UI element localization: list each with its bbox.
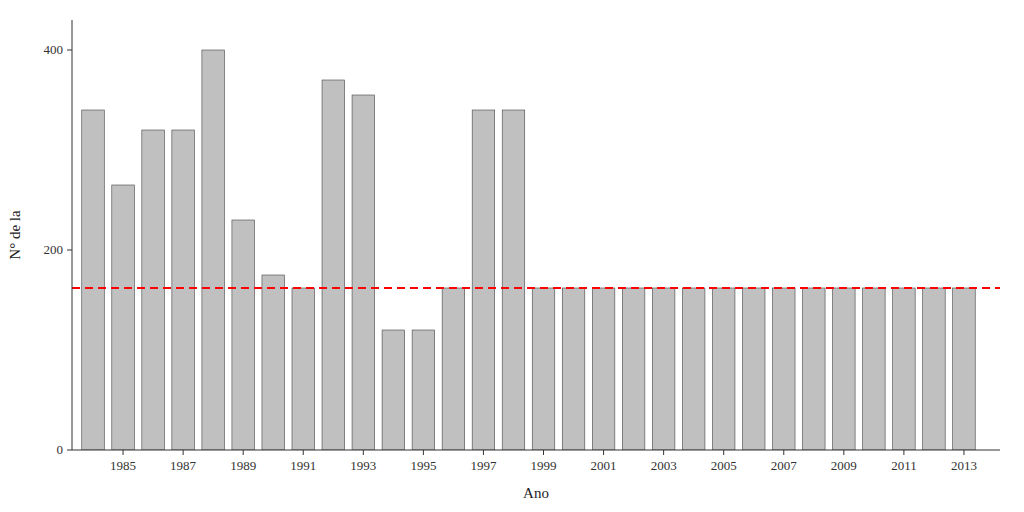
x-tick xyxy=(783,450,784,455)
bar xyxy=(592,288,615,450)
bars xyxy=(82,50,975,450)
y-tick-label: 400 xyxy=(44,42,64,57)
reference-line xyxy=(72,287,1000,289)
chart-container: 1985 1987 1989 1991 1993 1995 1997 1999 2001 2003… xyxy=(0,0,1024,512)
x-tick xyxy=(363,450,364,455)
x-tick xyxy=(483,450,484,455)
bar xyxy=(292,288,315,450)
bar xyxy=(112,185,135,450)
y-tick xyxy=(67,250,72,251)
x-tick-label: 2009 xyxy=(831,458,857,473)
x-tick-label: 2007 xyxy=(771,458,798,473)
y-axis-line xyxy=(72,20,73,450)
x-tick-label: 1995 xyxy=(410,458,436,473)
x-tick xyxy=(543,450,544,455)
x-tick xyxy=(303,450,304,455)
x-tick xyxy=(183,450,184,455)
bar xyxy=(652,288,675,450)
bar xyxy=(803,288,826,450)
x-axis-label: Ano xyxy=(523,485,549,501)
y-tick-label: 0 xyxy=(57,442,64,457)
bar xyxy=(262,275,285,450)
x-tick-label: 1997 xyxy=(470,458,497,473)
bar xyxy=(742,288,765,450)
y-tick xyxy=(67,450,72,451)
bar xyxy=(322,80,345,450)
y-axis-label: N° de la xyxy=(7,210,23,260)
x-tick-label: 2005 xyxy=(711,458,737,473)
x-tick xyxy=(423,450,424,455)
x-tick xyxy=(843,450,844,455)
x-tick-label: 1985 xyxy=(110,458,136,473)
x-tick xyxy=(963,450,964,455)
bar xyxy=(472,110,495,450)
bar xyxy=(172,130,195,450)
bar xyxy=(532,288,555,450)
x-tick-label: 2003 xyxy=(651,458,677,473)
bar xyxy=(352,95,375,450)
bar xyxy=(923,288,946,450)
x-tick-label: 1991 xyxy=(290,458,316,473)
y-tick xyxy=(67,50,72,51)
bar xyxy=(682,288,705,450)
x-tick xyxy=(663,450,664,455)
bar xyxy=(382,330,405,450)
x-tick-label: 2001 xyxy=(591,458,617,473)
x-tick-label: 2013 xyxy=(951,458,977,473)
x-tick xyxy=(903,450,904,455)
x-tick-label: 1987 xyxy=(170,458,197,473)
y-tick-label: 200 xyxy=(44,242,64,257)
bar xyxy=(442,288,465,450)
bar xyxy=(712,288,735,450)
bar xyxy=(893,288,916,450)
x-tick xyxy=(123,450,124,455)
bar xyxy=(502,110,525,450)
x-tick-label: 1989 xyxy=(230,458,256,473)
x-axis-line xyxy=(72,450,1000,451)
x-tick-label: 1993 xyxy=(350,458,376,473)
axes: 1985 1987 1989 1991 1993 1995 1997 1999 2001 2003… xyxy=(44,20,1001,473)
bar xyxy=(833,288,856,450)
x-tick xyxy=(603,450,604,455)
x-tick-label: 1999 xyxy=(531,458,557,473)
bar xyxy=(202,50,225,450)
x-tick-label: 2011 xyxy=(891,458,917,473)
chart: 1985 1987 1989 1991 1993 1995 1997 1999 2001 2003… xyxy=(0,0,1024,512)
bar xyxy=(863,288,886,450)
bar xyxy=(232,220,255,450)
x-tick xyxy=(723,450,724,455)
bar xyxy=(142,130,165,450)
bar xyxy=(82,110,105,450)
x-tick xyxy=(243,450,244,455)
bar xyxy=(953,288,976,450)
bar xyxy=(622,288,645,450)
bar xyxy=(562,288,585,450)
bar xyxy=(412,330,435,450)
bar xyxy=(773,288,796,450)
